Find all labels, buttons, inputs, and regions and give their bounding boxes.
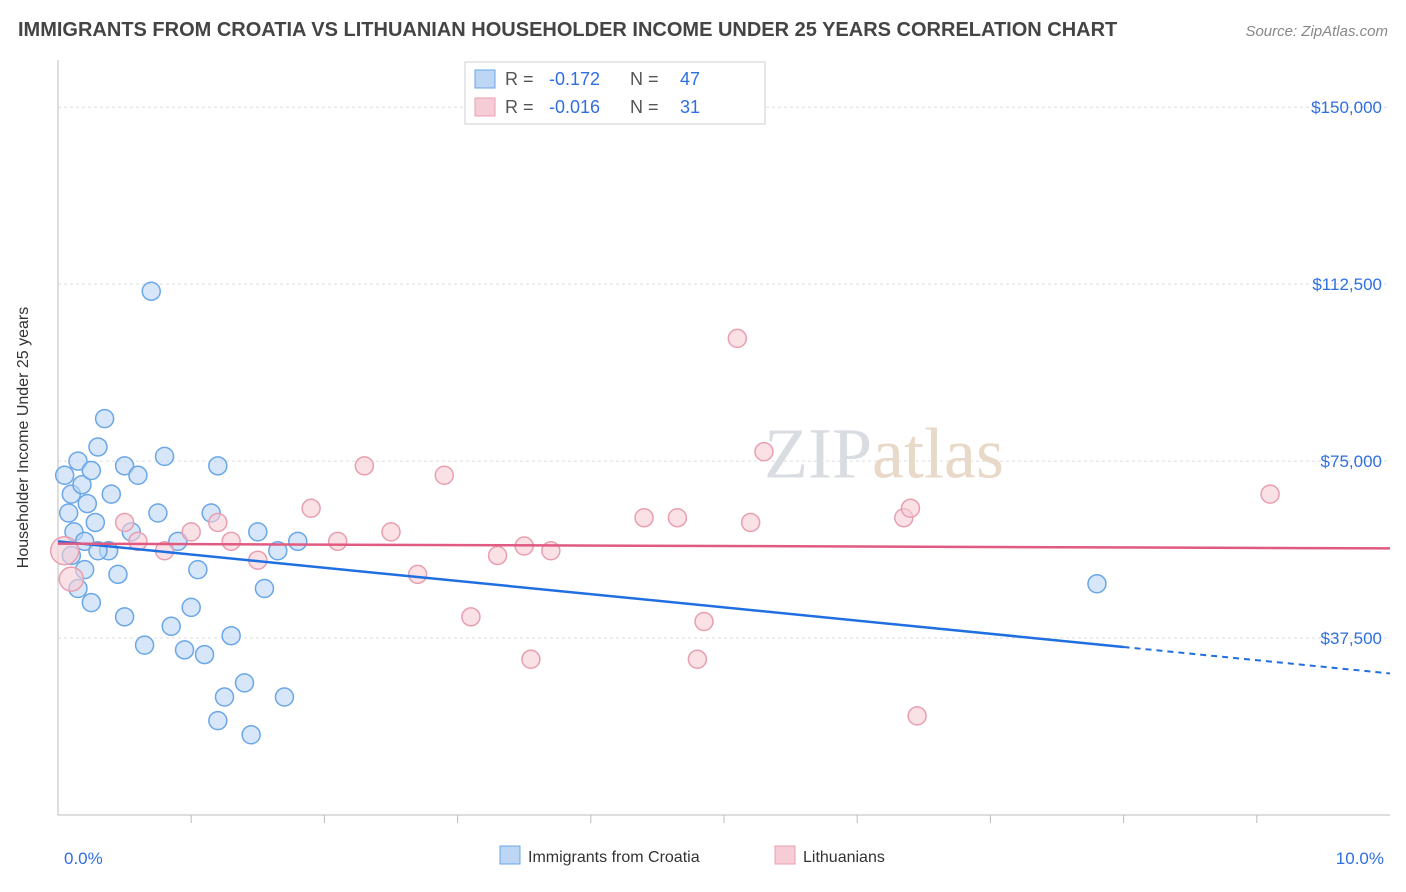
point-croatia xyxy=(56,466,74,484)
point-croatia xyxy=(109,565,127,583)
stats-n-label: N = xyxy=(630,97,659,117)
point-croatia xyxy=(209,457,227,475)
point-lithuanians xyxy=(409,565,427,583)
x-max-label: 10.0% xyxy=(1336,849,1384,868)
chart-bg xyxy=(0,0,1406,892)
point-croatia xyxy=(96,410,114,428)
chart-title: IMMIGRANTS FROM CROATIA VS LITHUANIAN HO… xyxy=(18,19,1117,41)
point-croatia xyxy=(189,561,207,579)
point-lithuanians xyxy=(222,532,240,550)
stats-r-croatia: -0.172 xyxy=(549,69,600,89)
y-tick-label: $150,000 xyxy=(1311,98,1382,117)
point-lithuanians xyxy=(302,499,320,517)
point-lithuanians xyxy=(635,509,653,527)
watermark: ZIPatlas xyxy=(764,414,1004,494)
point-croatia xyxy=(235,674,253,692)
point-croatia xyxy=(242,726,260,744)
point-croatia xyxy=(216,688,234,706)
stats-r-lithuanians: -0.016 xyxy=(549,97,600,117)
point-lithuanians xyxy=(489,546,507,564)
stats-swatch-lithuanians xyxy=(475,98,495,116)
point-croatia xyxy=(255,580,273,598)
point-croatia xyxy=(249,523,267,541)
point-croatia xyxy=(136,636,154,654)
legend-swatch-0 xyxy=(500,846,520,864)
point-lithuanians xyxy=(182,523,200,541)
chart-svg: IMMIGRANTS FROM CROATIA VS LITHUANIAN HO… xyxy=(0,0,1406,892)
point-lithuanians xyxy=(742,513,760,531)
point-croatia xyxy=(275,688,293,706)
legend-label-1: Lithuanians xyxy=(803,849,885,866)
point-lithuanians xyxy=(688,650,706,668)
correlation-chart: IMMIGRANTS FROM CROATIA VS LITHUANIAN HO… xyxy=(0,0,1406,892)
point-croatia xyxy=(176,641,194,659)
point-lithuanians xyxy=(668,509,686,527)
point-lithuanians xyxy=(901,499,919,517)
point-croatia xyxy=(129,466,147,484)
stats-n-lithuanians: 31 xyxy=(680,97,700,117)
point-croatia xyxy=(89,438,107,456)
stats-n-croatia: 47 xyxy=(680,69,700,89)
point-lithuanians xyxy=(728,329,746,347)
point-croatia xyxy=(162,617,180,635)
point-lithuanians xyxy=(908,707,926,725)
y-tick-label: $37,500 xyxy=(1321,629,1382,648)
y-tick-label: $75,000 xyxy=(1321,452,1382,471)
point-lithuanians xyxy=(116,513,134,531)
point-croatia xyxy=(86,513,104,531)
point-croatia xyxy=(102,485,120,503)
legend-label-0: Immigrants from Croatia xyxy=(528,849,700,866)
point-lithuanians xyxy=(382,523,400,541)
point-lithuanians xyxy=(462,608,480,626)
point-croatia xyxy=(82,462,100,480)
point-lithuanians xyxy=(755,443,773,461)
point-lithuanians xyxy=(522,650,540,668)
point-lithuanians xyxy=(435,466,453,484)
point-croatia xyxy=(60,504,78,522)
point-lithuanians xyxy=(59,567,83,591)
point-lithuanians xyxy=(695,613,713,631)
point-croatia xyxy=(82,594,100,612)
source-label: Source: ZipAtlas.com xyxy=(1245,23,1388,40)
legend-swatch-1 xyxy=(775,846,795,864)
point-croatia xyxy=(116,608,134,626)
point-croatia xyxy=(1088,575,1106,593)
stats-r-label: R = xyxy=(505,69,534,89)
point-lithuanians xyxy=(355,457,373,475)
stats-n-label: N = xyxy=(630,69,659,89)
point-croatia xyxy=(289,532,307,550)
point-lithuanians xyxy=(1261,485,1279,503)
point-croatia xyxy=(222,627,240,645)
point-croatia xyxy=(149,504,167,522)
point-croatia xyxy=(78,495,96,513)
point-croatia xyxy=(182,598,200,616)
point-croatia xyxy=(209,712,227,730)
stats-swatch-croatia xyxy=(475,70,495,88)
x-min-label: 0.0% xyxy=(64,849,103,868)
point-lithuanians xyxy=(209,513,227,531)
stats-r-label: R = xyxy=(505,97,534,117)
point-croatia xyxy=(196,646,214,664)
point-lithuanians xyxy=(329,532,347,550)
point-croatia xyxy=(142,282,160,300)
y-tick-label: $112,500 xyxy=(1312,275,1382,294)
y-axis-label: Householder Income Under 25 years xyxy=(15,307,32,568)
point-croatia xyxy=(156,447,174,465)
